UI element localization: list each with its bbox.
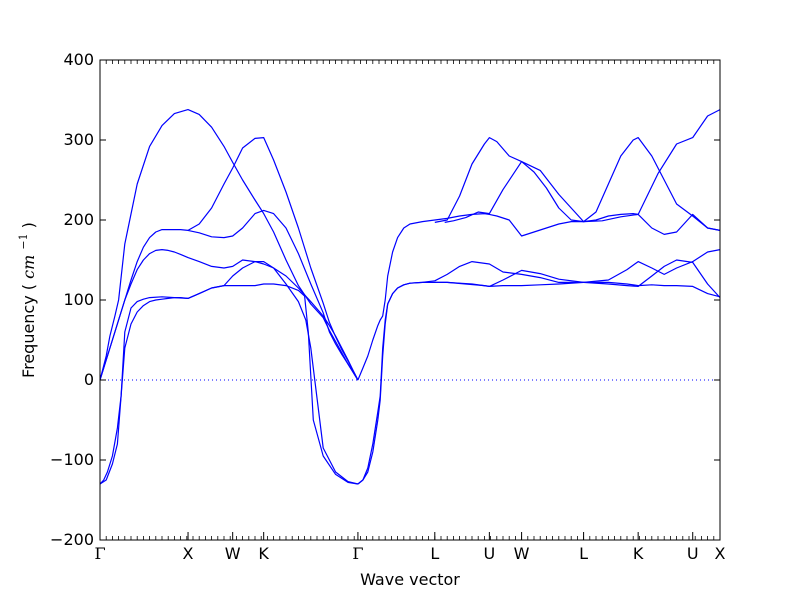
band-line-12 bbox=[434, 259, 721, 299]
band-line-6 bbox=[187, 137, 359, 381]
x-tick-label: L bbox=[579, 544, 588, 563]
x-tick-label: X bbox=[715, 544, 726, 563]
y-axis-label-text: Frequency bbox=[19, 295, 38, 378]
y-axis-label: Frequency ( cm −1 ) bbox=[12, 222, 38, 378]
x-tick-label: Γ bbox=[94, 544, 105, 563]
y-tick-label: 200 bbox=[63, 210, 94, 229]
y-axis-label-close-paren: ) bbox=[19, 222, 38, 228]
y-axis-label-open-paren: ( bbox=[19, 284, 38, 290]
x-tick-label: U bbox=[484, 544, 496, 563]
x-tick-label: Γ bbox=[352, 544, 363, 563]
band-line-9 bbox=[444, 109, 721, 223]
y-tick-label: 0 bbox=[84, 370, 94, 389]
x-tick-label: W bbox=[225, 544, 241, 563]
band-line-8 bbox=[434, 137, 721, 231]
band-line-11 bbox=[357, 249, 721, 485]
x-tick-label: U bbox=[687, 544, 699, 563]
band-line-5 bbox=[99, 109, 359, 381]
plot-lines bbox=[99, 109, 721, 485]
x-tick-label: K bbox=[633, 544, 644, 563]
x-axis-label: Wave vector bbox=[360, 570, 460, 589]
y-tick-label: −200 bbox=[50, 530, 94, 549]
band-line-4 bbox=[99, 261, 359, 485]
y-axis-label-unit: cm bbox=[19, 255, 38, 279]
x-tick-label: L bbox=[430, 544, 439, 563]
y-tick-label: 300 bbox=[63, 130, 94, 149]
y-tick-label: 100 bbox=[63, 290, 94, 309]
y-tick-label: −100 bbox=[50, 450, 94, 469]
axes-frame bbox=[99, 59, 721, 541]
x-tick-label: K bbox=[258, 544, 269, 563]
band-line-2 bbox=[99, 249, 359, 381]
y-axis-label-unit-exponent: −1 bbox=[17, 233, 30, 249]
x-tick-label: X bbox=[183, 544, 194, 563]
x-tick-label: W bbox=[514, 544, 530, 563]
y-tick-label: 400 bbox=[63, 50, 94, 69]
y-tick-labels: −200 −100 0 100 200 300 400 bbox=[50, 50, 94, 549]
